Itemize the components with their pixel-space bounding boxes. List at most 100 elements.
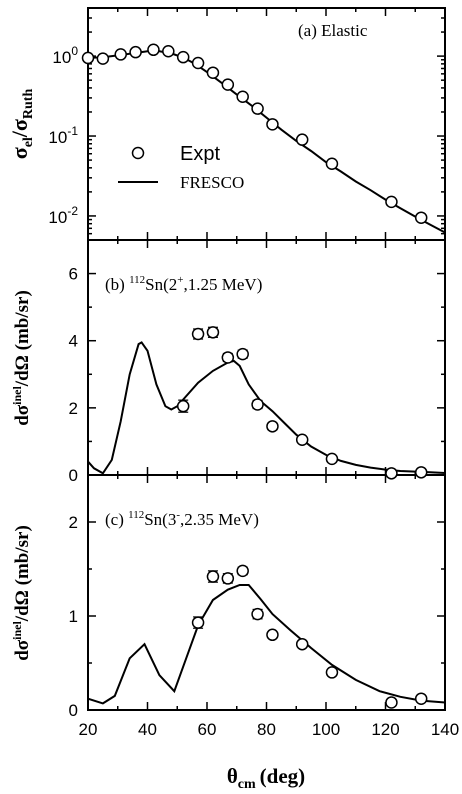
panel-c-prefix: (c): [105, 510, 128, 529]
data-point: [206, 66, 220, 79]
data-point: [176, 50, 190, 64]
y-label-b-rest: /dΩ (mb/sr): [12, 290, 33, 387]
x-tick-label: 100: [312, 720, 340, 739]
data-point: [295, 637, 309, 651]
y-tick-label: 4: [69, 332, 78, 351]
data-point: [251, 398, 264, 411]
x-tick-labels: 20 40 60 80 100 120 140: [79, 720, 460, 739]
y-label-a-sigma1: σ: [7, 147, 32, 159]
y-tick-exp: -2: [67, 204, 78, 218]
data-point: [325, 157, 339, 170]
data-point: [414, 466, 428, 479]
fresco-curve: [88, 341, 445, 475]
y-tick-base: 10: [52, 48, 71, 67]
y-tick-label: 1: [69, 607, 78, 626]
data-point: [162, 45, 175, 58]
legend: Expt FRESCO: [118, 143, 244, 192]
y-label-c-d: dσ: [12, 639, 33, 661]
data-point: [191, 327, 205, 341]
y-axis-label-a: σel/σRuth: [7, 89, 36, 160]
data-point: [325, 666, 339, 679]
panel-c-mass: 112: [128, 509, 144, 521]
y-tick-exp: -1: [67, 124, 78, 138]
panel-c-body: Sn(3: [144, 510, 176, 529]
data-point: [236, 564, 249, 578]
data-point: [191, 616, 205, 629]
y-tick-label: 2: [69, 399, 78, 418]
panel-b-mass: 112: [129, 274, 145, 286]
data-point: [96, 52, 110, 65]
y-tick-label: 0: [69, 701, 78, 720]
data-point: [191, 56, 205, 70]
x-tick-label: 60: [198, 720, 217, 739]
y-tick-base: 10: [48, 208, 67, 227]
y-label-b-d: dσ: [12, 404, 33, 426]
axis-ticks: [87, 7, 446, 711]
expt-points: [81, 43, 428, 709]
data-point: [129, 45, 142, 59]
panel-b-label: (b) 112Sn(2+,1.25 MeV): [105, 274, 262, 294]
x-label-unit: (deg): [260, 764, 306, 788]
data-point: [266, 420, 279, 433]
x-axis-label: θcm (deg): [227, 764, 305, 792]
x-tick-label: 80: [257, 720, 276, 739]
data-point: [221, 572, 235, 585]
legend-expt-label: Expt: [180, 143, 220, 165]
y-tick-base: 10: [48, 128, 67, 147]
y-tick-label: 100: [52, 44, 78, 67]
y-tick-label: 0: [69, 466, 78, 485]
data-point: [221, 78, 235, 91]
y-tick-label: 10-2: [48, 204, 78, 227]
x-tick-label: 140: [431, 720, 459, 739]
panel-b-body: Sn(2: [145, 275, 177, 294]
y-label-c-rest: /dΩ (mb/sr): [12, 525, 33, 622]
data-point: [385, 467, 398, 480]
legend-fresco-label: FRESCO: [180, 173, 244, 192]
legend-expt-marker: [131, 146, 145, 160]
data-point: [414, 211, 428, 224]
y-tick-label: 6: [69, 265, 78, 284]
data-point: [266, 118, 279, 131]
data-point: [295, 433, 309, 446]
x-tick-label: 40: [138, 720, 157, 739]
data-point: [236, 90, 249, 104]
y-label-a-slash: /σ: [7, 119, 32, 138]
panel-b-sup: +: [177, 274, 183, 286]
panel-c-label: (c) 112Sn(3-,2.35 MeV): [105, 509, 259, 529]
data-point: [414, 692, 428, 705]
panel-c-tail: ,2.35 MeV): [180, 510, 259, 529]
data-point: [147, 43, 160, 57]
y-tick-label: 10-1: [48, 124, 78, 147]
data-point: [206, 570, 220, 583]
data-point: [81, 51, 95, 65]
y-label-c-inel: inel: [10, 621, 24, 640]
data-point: [251, 102, 264, 115]
y-label-b-inel: inel: [10, 386, 24, 405]
data-point: [251, 607, 264, 621]
y-label-a-ruth: Ruth: [21, 89, 36, 120]
data-point: [221, 351, 235, 364]
x-label-theta: θ: [227, 764, 238, 788]
panel-b-prefix: (b): [105, 275, 129, 294]
data-point: [385, 195, 398, 209]
x-label-sub: cm: [238, 777, 256, 792]
data-point: [236, 347, 249, 361]
data-point: [176, 399, 190, 413]
panel-b-tail: ,1.25 MeV): [184, 275, 263, 294]
data-point: [206, 326, 220, 339]
data-point: [266, 628, 279, 642]
y-label-a-el: el: [21, 137, 36, 147]
panel-c-sup: -: [176, 509, 180, 521]
y-tick-label: 2: [69, 513, 78, 532]
y-tick-exp: 0: [71, 44, 78, 58]
x-tick-label: 20: [79, 720, 98, 739]
y-axis-label-c: dσinel/dΩ (mb/sr): [10, 525, 33, 661]
fresco-curve: [88, 584, 445, 705]
y-axis-label-b: dσinel/dΩ (mb/sr): [10, 290, 33, 426]
data-point: [114, 48, 127, 61]
data-point: [385, 696, 398, 709]
x-tick-label: 120: [371, 720, 399, 739]
data-point: [295, 133, 309, 146]
